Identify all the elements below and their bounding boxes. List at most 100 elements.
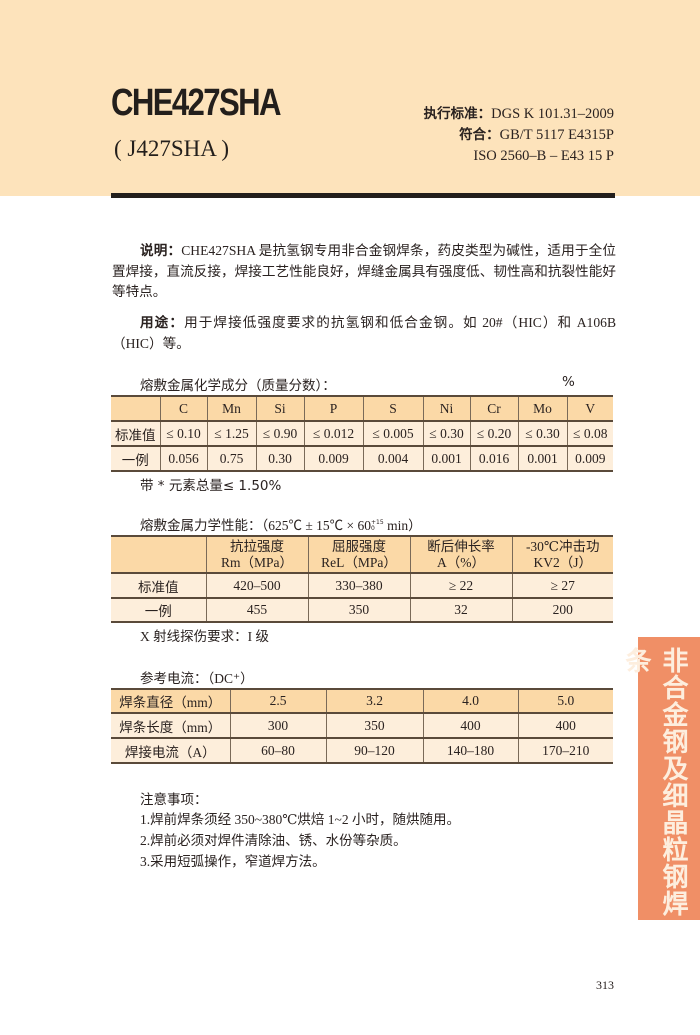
description-text: CHE427SHA 是抗氢钢专用非合金钢焊条，药皮类型为碱性，适用于全位置焊接，… — [112, 243, 616, 299]
cell: 5.0 — [517, 688, 613, 714]
header-cell: Ni — [422, 395, 471, 422]
note-item: 2.焊前必须对焊件清除油、锈、水份等杂质。 — [140, 833, 407, 848]
header-line: 断后伸长率 — [427, 538, 495, 554]
header-cell: Mn — [206, 395, 257, 422]
usage-text: 用于焊接低强度要求的抗氢钢和低合金钢。如 20#（HIC）和 A106B（HIC… — [112, 315, 617, 351]
chemistry-footnote: 带 * 元素总量≤ 1.50% — [140, 478, 282, 494]
cell: 4.0 — [422, 688, 519, 714]
table-row: 焊条长度（mm） 300 350 400 400 — [111, 712, 613, 739]
table-row: 一例 455 350 32 200 — [111, 597, 613, 623]
cell: 标准值 — [111, 572, 207, 599]
current-polarity: （DC⁺） — [207, 671, 254, 686]
chemistry-title: 熔敷金属化学成分（质量分数）： — [140, 378, 336, 394]
tolerance: +15 0 — [371, 520, 384, 532]
current-table: 焊条直径（mm） 2.5 3.2 4.0 5.0 焊条长度（mm） 300 350 400 40… — [111, 688, 613, 764]
cell: ≤ 0.30 — [517, 420, 568, 447]
page-number: 313 — [596, 978, 614, 992]
cell: 0.009 — [303, 445, 364, 472]
header-cell: S — [362, 395, 424, 422]
header-line: 屈服强度 — [332, 538, 386, 554]
chemistry-header-row: C Mn Si P S Ni Cr Mo V — [111, 395, 613, 422]
cell: 330–380 — [307, 572, 411, 599]
header-divider — [111, 193, 615, 198]
current-title-line: 参考电流：（DC⁺） — [140, 667, 254, 687]
cell: 焊条直径（mm） — [111, 688, 231, 714]
cell: ≤ 0.005 — [362, 420, 424, 447]
table-row: 标准值 ≤ 0.10 ≤ 1.25 ≤ 0.90 ≤ 0.012 ≤ 0.005 ≤ 0.3… — [111, 420, 613, 447]
description-paragraph: 说明：CHE427SHA 是抗氢钢专用非合金钢焊条，药皮类型为碱性，适用于全位置… — [112, 241, 616, 303]
cell: 400 — [422, 712, 519, 739]
header-cell — [111, 395, 161, 422]
description-label: 说明： — [140, 243, 182, 259]
header-cell: C — [159, 395, 208, 422]
cell: 420–500 — [205, 572, 309, 599]
note-item: 3.采用短弧操作，窄道焊方法。 — [140, 854, 326, 869]
usage-paragraph: 用途：用于焊接低强度要求的抗氢钢和低合金钢。如 20#（HIC）和 A106B（… — [112, 313, 616, 354]
table-row: 标准值 420–500 330–380 ≥ 22 ≥ 27 — [111, 572, 613, 599]
cell: ≤ 0.08 — [566, 420, 613, 447]
cell: ≤ 0.012 — [303, 420, 364, 447]
cell: 0.009 — [566, 445, 613, 472]
cell: 90–120 — [325, 737, 424, 764]
header-line: Rm（MPa） — [220, 554, 293, 570]
cell: 一例 — [111, 445, 161, 472]
cell: 140–180 — [422, 737, 519, 764]
standards-block: 执行标准：DGS K 101.31–2009 符合：GB/T 5117 E431… — [424, 104, 614, 167]
cell: 350 — [307, 597, 411, 623]
iso-value: ISO 2560–B – E43 15 P — [473, 148, 614, 164]
table-row: 焊接电流（A） 60–80 90–120 140–180 170–210 — [111, 737, 613, 764]
header-cell: P — [303, 395, 364, 422]
standard-label: 执行标准： — [423, 106, 492, 122]
header-cell: -30℃冲击功 KV2（J） — [511, 535, 613, 574]
cell: 455 — [205, 597, 309, 623]
chemistry-table: C Mn Si P S Ni Cr Mo V 标准值 ≤ 0.10 ≤ 1.25 ≤ 0.90 ≤ 0.… — [111, 395, 613, 472]
mechanical-title: 熔敷金属力学性能： — [140, 518, 262, 534]
cell: ≥ 27 — [511, 572, 613, 599]
current-title: 参考电流： — [140, 671, 208, 687]
header-cell: Cr — [469, 395, 519, 422]
cell: ≤ 1.25 — [206, 420, 257, 447]
cell: 0.016 — [469, 445, 519, 472]
header-cell: Mo — [517, 395, 568, 422]
tolerance-sub: 0 — [371, 525, 375, 532]
note-item: 1.焊前焊条须经 350~380℃烘焙 1~2 小时，随烘随用。 — [140, 812, 460, 827]
cell: 0.056 — [159, 445, 208, 472]
header-line: ReL（MPa） — [321, 554, 397, 570]
cell: 标准值 — [111, 420, 161, 447]
mechanical-table: 抗拉强度 Rm（MPa） 屈服强度 ReL（MPa） 断后伸长率 A（%） -30℃冲… — [111, 535, 613, 623]
header-line: KV2（J） — [533, 554, 592, 570]
side-tab-label: 非合金钢及细晶粒钢焊条 — [621, 647, 688, 917]
header-band — [0, 0, 700, 196]
header-cell: 断后伸长率 A（%） — [409, 535, 513, 574]
cell: 0.001 — [422, 445, 471, 472]
cell: 60–80 — [229, 737, 327, 764]
header-line: -30℃冲击功 — [525, 538, 600, 554]
cell: 200 — [511, 597, 613, 623]
mechanical-title-line: 熔敷金属力学性能：（625℃ ± 15℃ × 60 +15 0 min） — [140, 514, 422, 534]
table-row: 一例 0.056 0.75 0.30 0.009 0.004 0.001 0.016 0.001… — [111, 445, 613, 472]
header-cell: Si — [255, 395, 305, 422]
section-side-tab: 非合金钢及细晶粒钢焊条 — [621, 637, 700, 920]
chemistry-unit: % — [562, 374, 575, 390]
product-subtitle: ( J427SHA ) — [114, 136, 230, 161]
cell: 0.30 — [255, 445, 305, 472]
xray-requirement: X 射线探伤要求：I 级 — [140, 629, 269, 644]
cell: 一例 — [111, 597, 207, 623]
tolerance-sup: +15 — [371, 519, 384, 526]
mechanical-header-row: 抗拉强度 Rm（MPa） 屈服强度 ReL（MPa） 断后伸长率 A（%） -30℃冲… — [111, 535, 613, 574]
cell: 0.001 — [517, 445, 568, 472]
cell: ≤ 0.10 — [159, 420, 208, 447]
mechanical-condition-end: min） — [383, 518, 422, 533]
header-line: A（%） — [437, 554, 485, 570]
cell: 170–210 — [517, 737, 613, 764]
cell: 0.75 — [206, 445, 257, 472]
cell: ≥ 22 — [409, 572, 513, 599]
cell: 400 — [517, 712, 613, 739]
table-row: 焊条直径（mm） 2.5 3.2 4.0 5.0 — [111, 688, 613, 714]
conform-label: 符合： — [459, 127, 500, 143]
usage-label: 用途： — [140, 315, 185, 331]
standard-value: DGS K 101.31–2009 — [491, 106, 614, 122]
header-cell: V — [566, 395, 613, 422]
cell: 0.004 — [362, 445, 424, 472]
conform-value: GB/T 5117 E4315P — [499, 127, 614, 143]
